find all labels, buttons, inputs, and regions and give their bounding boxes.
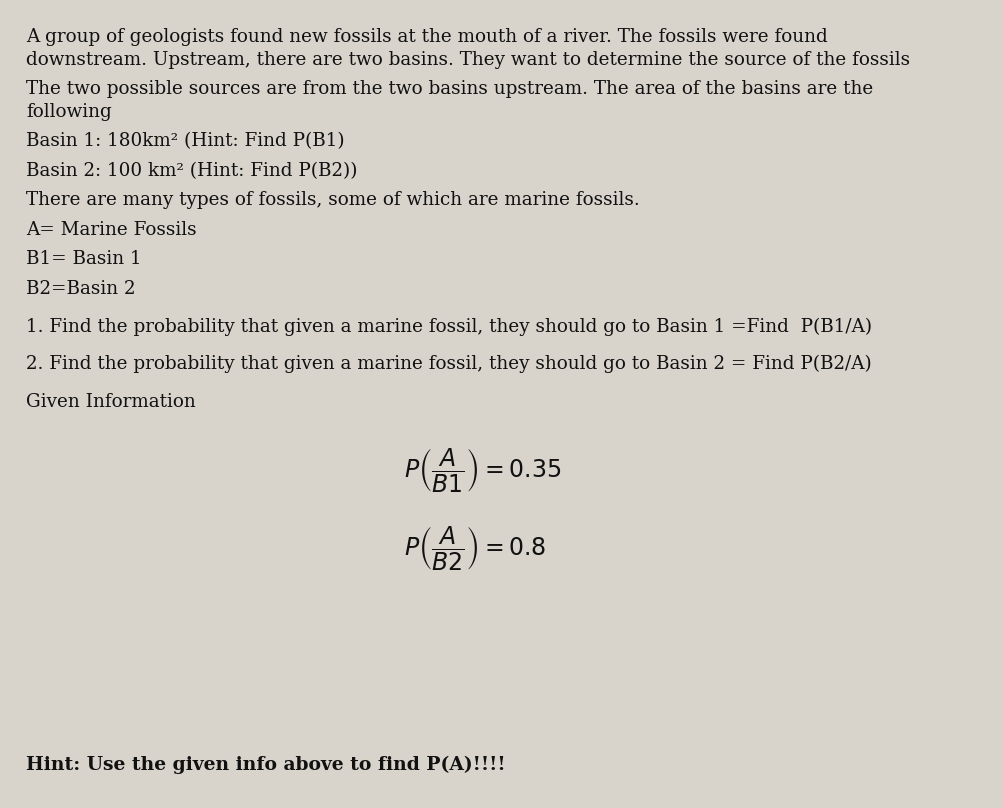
Text: following: following xyxy=(26,103,111,120)
Text: The two possible sources are from the two basins upstream. The area of the basin: The two possible sources are from the tw… xyxy=(26,80,873,98)
Text: A group of geologists found new fossils at the mouth of a river. The fossils wer: A group of geologists found new fossils … xyxy=(26,28,826,46)
Text: B2=Basin 2: B2=Basin 2 xyxy=(26,280,135,298)
Text: B1= Basin 1: B1= Basin 1 xyxy=(26,250,141,268)
Text: A= Marine Fossils: A= Marine Fossils xyxy=(26,221,197,239)
Text: There are many types of fossils, some of which are marine fossils.: There are many types of fossils, some of… xyxy=(26,191,639,209)
Text: $P\left(\dfrac{A}{B1}\right) = 0.35$: $P\left(\dfrac{A}{B1}\right) = 0.35$ xyxy=(404,445,562,494)
Text: 1. Find the probability that given a marine fossil, they should go to Basin 1 =F: 1. Find the probability that given a mar… xyxy=(26,318,872,336)
Text: Basin 1: 180km² (Hint: Find P(B1): Basin 1: 180km² (Hint: Find P(B1) xyxy=(26,133,344,150)
Text: downstream. Upstream, there are two basins. They want to determine the source of: downstream. Upstream, there are two basi… xyxy=(26,51,909,69)
Text: Basin 2: 100 km² (Hint: Find P(B2)): Basin 2: 100 km² (Hint: Find P(B2)) xyxy=(26,162,357,179)
Text: Given Information: Given Information xyxy=(26,393,196,410)
Text: $P\left(\dfrac{A}{B2}\right) = 0.8$: $P\left(\dfrac{A}{B2}\right) = 0.8$ xyxy=(404,524,546,572)
Text: 2. Find the probability that given a marine fossil, they should go to Basin 2 = : 2. Find the probability that given a mar… xyxy=(26,356,871,373)
Text: Hint: Use the given info above to find P(A)!!!!: Hint: Use the given info above to find P… xyxy=(26,755,506,774)
